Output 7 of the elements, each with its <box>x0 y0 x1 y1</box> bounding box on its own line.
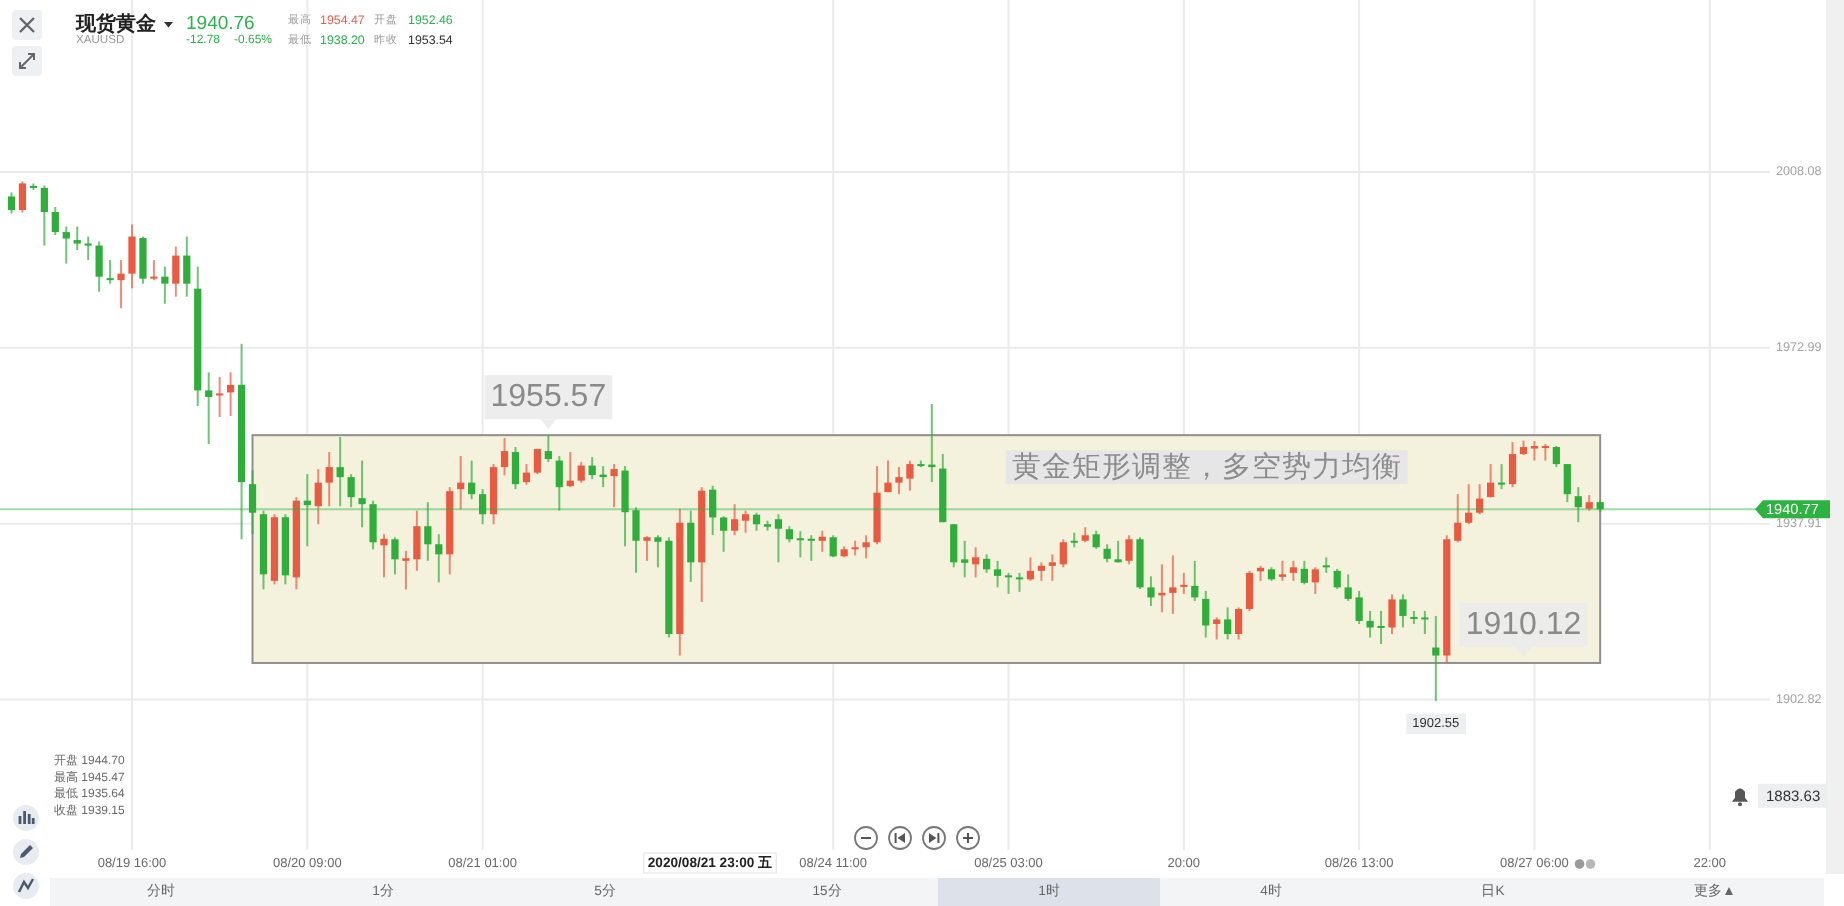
band-label: 黄金矩形调整，多空势力均衡 <box>1005 450 1408 485</box>
annotation: 1955.57 <box>484 375 613 430</box>
title: 现货黄金 <box>76 14 156 37</box>
annotation: 1955.57 <box>490 380 607 415</box>
annotation: 1910.12 <box>1465 607 1582 642</box>
annotation: 1940.76 <box>186 13 255 35</box>
annotation: 1910.12 <box>1459 602 1588 657</box>
